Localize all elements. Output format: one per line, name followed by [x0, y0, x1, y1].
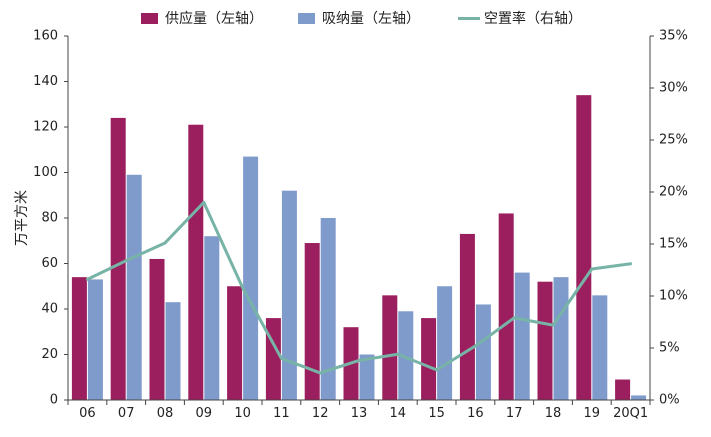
y-right-tick-label: 15%	[659, 237, 688, 252]
x-tick-label: 09	[196, 406, 213, 421]
y-left-tick-label: 120	[33, 120, 58, 135]
supply-bar-14	[382, 295, 398, 400]
x-tick-label: 06	[79, 406, 96, 421]
vacancy-point-20Q1	[629, 262, 633, 266]
y-left-tick-label: 40	[41, 302, 58, 317]
y-left-tick-label: 0	[50, 393, 58, 408]
supply-bar-07	[110, 117, 126, 401]
absorption-bar-12	[320, 218, 336, 400]
legend-vacancy-label: 空置率（右轴）	[484, 10, 582, 27]
y-right-tick-label: 20%	[659, 185, 688, 200]
absorption-bar-19	[592, 295, 608, 400]
legend-vacancy: 空置率（右轴）	[458, 10, 582, 27]
absorption-bar-15	[437, 286, 453, 400]
vacancy-point-18	[551, 323, 555, 327]
vacancy-point-19	[590, 267, 594, 271]
absorption-bar-10	[243, 156, 259, 400]
legend-absorption: 吸纳量（左轴）	[298, 11, 420, 27]
y-right-tick-label: 5%	[659, 341, 680, 356]
x-tick-label: 11	[273, 406, 290, 421]
y-left-tick-label: 140	[33, 74, 58, 89]
supply-bar-19	[576, 95, 592, 401]
axes: 0 20 40 60 80 100 120 140 160 0% 5% 10% 15% 20% 25% 30%…	[33, 29, 688, 422]
supply-bar-09	[188, 124, 204, 400]
y-left-tick-label: 100	[33, 165, 58, 180]
vacancy-point-08	[163, 241, 167, 245]
y-left-tick-label: 20	[41, 347, 58, 362]
absorption-bar-20Q1	[631, 395, 647, 400]
legend: 供应量（左轴） 吸纳量（左轴） 空置率（右轴）	[141, 10, 582, 27]
vacancy-point-12	[318, 371, 322, 375]
y-right-tick-label: 30%	[659, 81, 688, 96]
absorption-bar-11	[281, 190, 297, 400]
vacancy-point-06	[85, 277, 89, 281]
vacancy-line-group	[85, 200, 633, 375]
absorption-bar-07	[126, 174, 142, 400]
vacancy-point-11	[279, 356, 283, 360]
y-left-tick-label: 160	[33, 29, 58, 44]
absorption-bar-18	[553, 277, 569, 400]
vacancy-point-13	[357, 358, 361, 362]
y-axis-label: 万平方米	[14, 190, 30, 246]
x-tick-label: 12	[312, 406, 329, 421]
supply-bar-15	[421, 318, 437, 400]
absorption-bar-13	[359, 354, 375, 400]
vacancy-point-10	[241, 286, 245, 290]
absorption-bar-14	[398, 311, 414, 400]
absorption-bar-06	[87, 279, 103, 400]
vacancy-point-14	[396, 352, 400, 356]
supply-bar-08	[149, 258, 165, 400]
x-tick-label: 20Q1	[613, 406, 648, 421]
absorption-bar-17	[514, 272, 530, 400]
x-tick-label: 19	[584, 406, 601, 421]
supply-bar-11	[265, 318, 281, 400]
supply-bar-12	[304, 243, 320, 400]
vacancy-point-07	[124, 259, 128, 263]
supply-bar-18	[537, 281, 553, 400]
y-right-tick-label: 10%	[659, 289, 688, 304]
legend-absorption-label: 吸纳量（左轴）	[322, 11, 420, 27]
y-right-tick-label: 35%	[659, 29, 688, 44]
supply-bar-10	[227, 286, 243, 400]
vacancy-point-16	[473, 344, 477, 348]
legend-supply: 供应量（左轴）	[141, 10, 263, 27]
x-tick-label: 14	[390, 406, 407, 421]
legend-supply-swatch	[141, 13, 158, 24]
absorption-bar-16	[475, 304, 491, 400]
supply-bar-16	[459, 233, 475, 400]
absorption-bar-09	[204, 236, 220, 400]
bars	[71, 95, 647, 401]
x-tick-label: 07	[118, 406, 135, 421]
x-tick-label: 15	[428, 406, 445, 421]
x-tick-label: 16	[467, 406, 484, 421]
vacancy-point-09	[202, 200, 206, 204]
y-left-tick-label: 80	[41, 211, 58, 226]
supply-bar-17	[498, 213, 514, 400]
y-left-tick-label: 60	[41, 256, 58, 271]
x-tick-label: 10	[234, 406, 251, 421]
legend-supply-label: 供应量（左轴）	[165, 10, 263, 27]
vacancy-point-15	[435, 368, 439, 372]
supply-bar-20Q1	[615, 379, 631, 400]
vacancy-point-17	[512, 316, 516, 320]
legend-absorption-swatch	[298, 13, 315, 24]
x-tick-label: 18	[545, 406, 562, 421]
x-tick-label: 17	[506, 406, 523, 421]
absorption-bar-08	[165, 302, 181, 400]
y-right-tick-label: 0%	[659, 393, 680, 408]
x-tick-label: 08	[157, 406, 174, 421]
y-right-tick-label: 25%	[659, 133, 688, 148]
supply-bar-06	[71, 277, 87, 400]
x-tick-label: 13	[351, 406, 368, 421]
